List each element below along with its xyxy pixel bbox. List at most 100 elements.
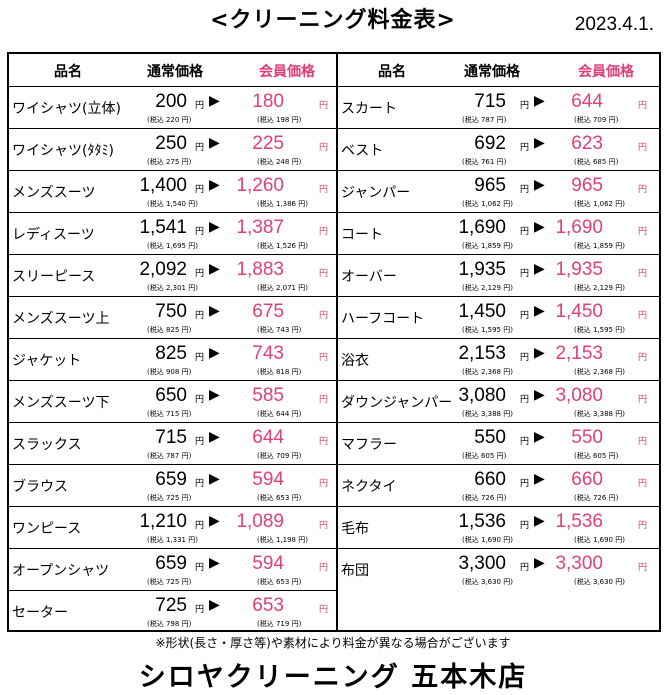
arrow-icon: ▶ [534,303,545,319]
item-name: レディスーツ [12,227,95,243]
member-price: 1,935 [555,259,603,280]
member-price: 585 [252,385,284,406]
tax-suffix: 円) [503,200,513,208]
arrow-icon: ▶ [209,177,220,193]
tax-value: 719 [275,620,290,628]
footnote: ※形状(長さ・厚さ等)や素材により料金が異なる場合がございます [155,636,511,650]
tax-value: 1,331 [165,536,187,544]
member-tax-incl: (税込 709 円) [574,115,618,125]
tax-suffix: 円) [608,494,619,502]
tax-suffix: 円) [181,578,192,586]
tax-value: 644 [275,410,290,418]
tax-prefix: (税込 [147,578,164,586]
header-normal: 通常価格 [147,64,203,80]
yen-unit: 円 [319,311,329,321]
tax-suffix: 円) [181,116,192,124]
yen-unit: 円 [195,185,205,195]
tax-value: 825 [165,326,180,334]
tax-value: 787 [165,452,180,460]
normal-price: 1,690 [458,217,506,238]
normal-tax-incl: (税込 220 円) [147,115,191,125]
item-name: 布団 [341,563,369,579]
normal-tax-incl: (税込 908 円) [147,367,191,377]
yen-unit: 円 [319,563,329,573]
tax-prefix: (税込 [574,452,591,460]
yen-unit: 円 [520,227,530,237]
tax-value: 198 [275,116,290,124]
member-price: 653 [252,595,284,616]
arrow-icon: ▶ [534,345,545,361]
tax-suffix: 円) [188,536,198,544]
arrow-icon: ▶ [209,555,220,571]
item-name: オープンシャツ [12,563,110,579]
item-name: コート [341,227,383,243]
normal-price: 692 [474,133,506,154]
tax-suffix: 円) [291,410,302,418]
arrow-icon: ▶ [209,303,220,319]
arrow-icon: ▶ [534,261,545,277]
tax-prefix: (税込 [147,158,164,166]
tax-value: 1,859 [480,242,502,250]
tax-suffix: 円) [181,620,192,628]
tax-value: 3,388 [592,410,614,418]
normal-price: 750 [155,301,187,322]
normal-price: 1,450 [458,301,506,322]
member-tax-incl: (税込 1,198 円) [257,535,308,545]
normal-price: 825 [155,343,187,364]
tax-suffix: 円) [608,116,619,124]
yen-unit: 円 [638,479,648,489]
tax-value: 726 [480,494,495,502]
tax-value: 653 [275,578,290,586]
tax-value: 1,526 [275,242,297,250]
yen-unit: 円 [319,101,329,111]
normal-price: 1,400 [139,175,187,196]
yen-unit: 円 [195,353,205,363]
header-name: 品名 [378,64,406,80]
normal-price: 250 [155,133,187,154]
table-row: 毛布 1,536 円 ▶ 1,536 円 (税込 1,690 円) (税込 1,690 円) [338,507,659,549]
tax-suffix: 円) [615,242,625,250]
table-row: レディスーツ 1,541 円 ▶ 1,387 円 (税込 1,695 円) (税込 1,526… [9,213,336,255]
table-row: スリーピース 2,092 円 ▶ 1,883 円 (税込 2,301 円) (税込 2,071… [9,255,336,297]
table-header: 品名 通常価格 会員価格 [338,54,659,87]
normal-price: 715 [155,427,187,448]
tax-value: 2,368 [592,368,614,376]
tax-suffix: 円) [503,284,513,292]
table-row: ワイシャツ(立体) 200 円 ▶ 180 円 (税込 220 円) (税込 198 円) [9,87,336,129]
tax-value: 1,540 [165,200,187,208]
tax-value: 1,198 [275,536,297,544]
item-name: 浴衣 [341,353,369,369]
arrow-icon: ▶ [534,177,545,193]
normal-price: 2,153 [458,343,506,364]
yen-unit: 円 [319,395,329,405]
yen-unit: 円 [638,101,648,111]
tax-prefix: (税込 [257,452,274,460]
yen-unit: 円 [638,563,648,573]
arrow-icon: ▶ [534,429,545,445]
arrow-icon: ▶ [209,387,220,403]
member-tax-incl: (税込 605 円) [574,451,618,461]
table-row: メンズスーツ下 650 円 ▶ 585 円 (税込 715 円) (税込 644 円) [9,381,336,423]
tax-value: 2,071 [275,284,297,292]
yen-unit: 円 [319,353,329,363]
yen-unit: 円 [638,395,648,405]
tax-value: 1,859 [592,242,614,250]
tax-prefix: (税込 [574,326,591,334]
normal-tax-incl: (税込 1,331 円) [147,535,198,545]
item-name: マフラー [341,437,397,453]
member-tax-incl: (税込 1,690 円) [574,535,625,545]
table-header: 品名 通常価格 会員価格 [9,54,336,87]
tax-prefix: (税込 [257,620,274,628]
tax-suffix: 円) [615,284,625,292]
arrow-icon: ▶ [209,345,220,361]
item-name: ネクタイ [341,479,397,495]
yen-unit: 円 [195,521,205,531]
tax-value: 653 [275,494,290,502]
tax-suffix: 円) [615,368,625,376]
member-price: 225 [252,133,284,154]
tax-value: 2,129 [480,284,502,292]
tax-prefix: (税込 [462,116,479,124]
yen-unit: 円 [520,437,530,447]
table-row: スラックス 715 円 ▶ 644 円 (税込 787 円) (税込 709 円) [9,423,336,465]
yen-unit: 円 [195,227,205,237]
